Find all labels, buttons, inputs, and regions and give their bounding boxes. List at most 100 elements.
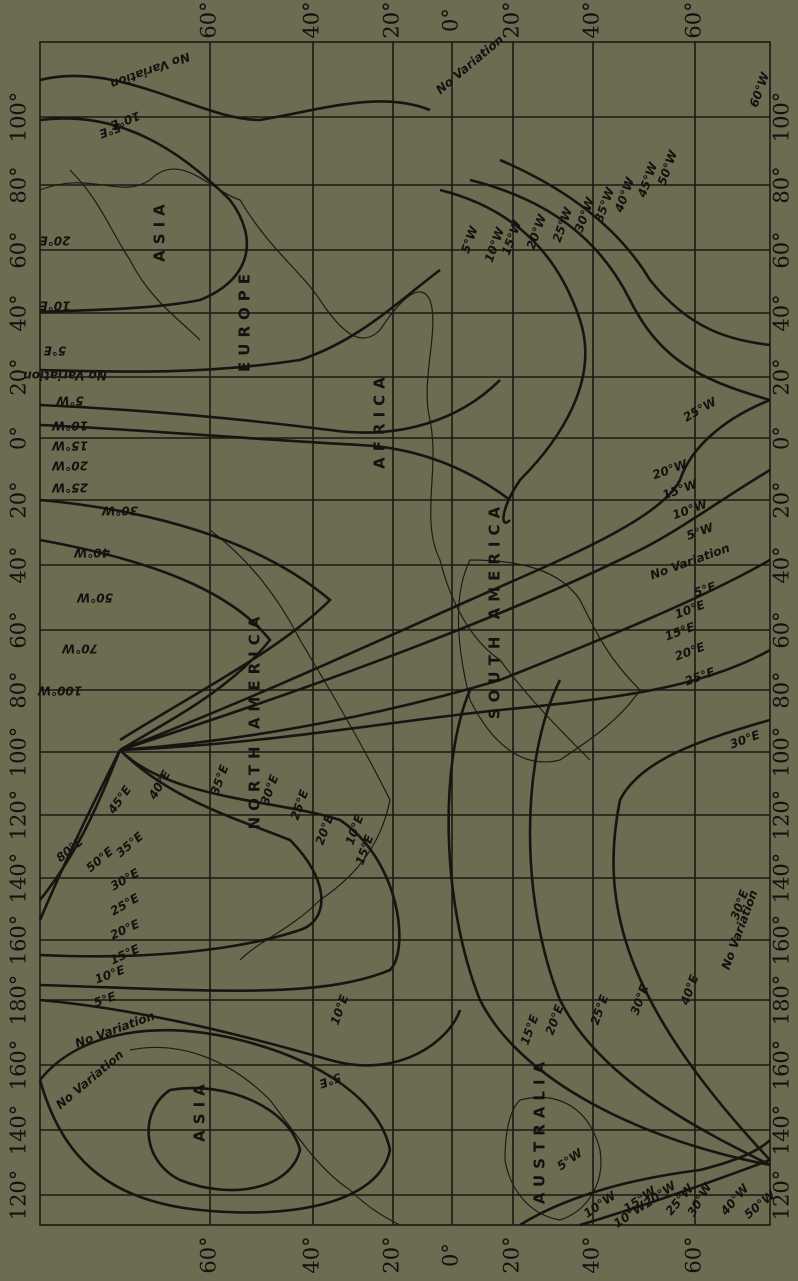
longitude-label: 60°: [770, 231, 794, 268]
isogonic-line: [612, 718, 771, 1161]
isogonic-line: [147, 1086, 302, 1192]
longitude-label: 160°: [7, 1040, 31, 1091]
latitude-label: 0°: [439, 1243, 463, 1267]
isogonic-line: [38, 749, 122, 901]
isogonic-label: No Variation: [23, 369, 107, 383]
isogonic-line: [39, 379, 501, 434]
region-label: EUROPE: [236, 268, 254, 372]
longitude-label: 120°: [770, 790, 794, 841]
latitude-label: 0°: [439, 8, 463, 32]
longitude-label: 0°: [7, 426, 31, 450]
coastlines: [39, 168, 641, 1226]
longitude-label: 80°: [770, 671, 794, 708]
longitude-label: 40°: [7, 294, 31, 331]
latitude-label: 60°: [197, 1, 221, 38]
isogonic-line: [39, 998, 462, 1067]
latitude-label: 40°: [580, 1236, 604, 1273]
isogonic-line: [39, 498, 332, 742]
latitude-label: 20°: [500, 1, 524, 38]
region-label: AFRICA: [371, 371, 389, 469]
longitude-label: 160°: [770, 1040, 794, 1091]
longitude-label: 100°: [770, 92, 794, 143]
isogonic-label: 50°W: [76, 591, 113, 605]
isogonic-line: [499, 158, 771, 347]
latitude-label: 60°: [682, 1236, 706, 1273]
longitude-label: 140°: [770, 853, 794, 904]
isogonic-line: [119, 648, 771, 752]
region-label: ASIA: [191, 1078, 209, 1142]
longitude-label: 80°: [7, 671, 31, 708]
coastline: [504, 1096, 602, 1221]
longitude-label: 60°: [770, 611, 794, 648]
coastline: [457, 559, 641, 763]
longitude-label: 0°: [770, 426, 794, 450]
latitude-label: 60°: [682, 1, 706, 38]
longitude-label: 40°: [770, 546, 794, 583]
coastline: [69, 169, 201, 341]
longitude-label: 20°: [7, 481, 31, 518]
isogonic-line: [119, 398, 771, 752]
longitude-label: 160°: [770, 915, 794, 966]
longitude-label: 40°: [770, 294, 794, 331]
region-label: AUSTRALIA: [531, 1056, 549, 1204]
latitude-label: 40°: [580, 1, 604, 38]
graticule: [40, 42, 770, 1225]
longitude-label: 80°: [7, 166, 31, 203]
isogonic-line: [119, 558, 771, 752]
longitude-label: 20°: [7, 358, 31, 395]
isogonic-line: [39, 268, 441, 373]
latitude-label: 20°: [380, 1, 404, 38]
longitude-label: 120°: [770, 1170, 794, 1221]
isogonic-line: [119, 468, 771, 752]
longitude-label: 120°: [7, 790, 31, 841]
isogonic-line: [39, 117, 249, 314]
longitude-label: 60°: [7, 611, 31, 648]
isogonic-label: 15°W: [51, 439, 88, 453]
latitude-label: 60°: [197, 1236, 221, 1273]
isogonic-line: [447, 689, 771, 1167]
isogonic-label: 30°W: [101, 504, 138, 518]
isogonic-label: 10°W: [51, 419, 88, 433]
latitude-label: 40°: [300, 1, 324, 38]
isogonic-line: [39, 538, 272, 752]
isogonic-line: [528, 679, 771, 1167]
longitude-label: 180°: [770, 975, 794, 1026]
isogonic-label: 25°W: [51, 481, 88, 495]
isogonic-label: 20°E: [39, 234, 71, 248]
longitude-label: 140°: [7, 853, 31, 904]
longitude-label: 120°: [7, 1170, 31, 1221]
region-label: NORTH AMERICA: [246, 611, 264, 830]
isogonic-line: [39, 74, 431, 122]
isogonic-line: [38, 749, 122, 921]
isogonic-label: 5°E: [43, 344, 66, 358]
coastline: [39, 168, 591, 761]
map-frame: [39, 41, 771, 1226]
isogonic-line: [519, 1139, 771, 1227]
region-label: ASIA: [151, 198, 169, 262]
longitude-label: 40°: [7, 546, 31, 583]
isogonic-label: 100°W: [37, 684, 82, 698]
longitude-label: 160°: [7, 915, 31, 966]
isogonic-line: [39, 423, 511, 502]
isogonic-line: [39, 749, 401, 992]
isogonic-label: 40°W: [73, 546, 111, 560]
latitude-label: 20°: [500, 1236, 524, 1273]
longitude-label: 20°: [770, 358, 794, 395]
longitude-label: 60°: [7, 231, 31, 268]
isogonic-label: 70°W: [61, 642, 98, 656]
latitude-label: 40°: [300, 1236, 324, 1273]
isogonic-line: [579, 1158, 771, 1227]
isogonic-label: 5°W: [55, 394, 83, 408]
longitude-label: 100°: [7, 92, 31, 143]
longitude-label: 80°: [770, 166, 794, 203]
latitude-label: 20°: [380, 1236, 404, 1273]
longitude-label: 100°: [770, 727, 794, 778]
longitude-label: 20°: [770, 481, 794, 518]
isogonic-line: [38, 1029, 392, 1214]
longitude-label: 140°: [770, 1105, 794, 1156]
longitude-label: 140°: [7, 1105, 31, 1156]
isogonic-line: [469, 178, 771, 402]
